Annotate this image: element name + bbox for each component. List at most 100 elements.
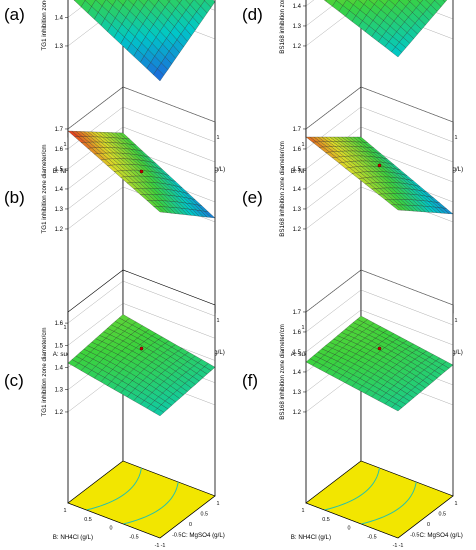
z-tick-label: 1.4 <box>55 15 64 21</box>
surface-cell <box>442 0 448 3</box>
z-tick-label: 1.2 <box>55 410 64 416</box>
z-tick-label: 1.4 <box>293 4 302 10</box>
z-axis-title: TG1 inhibition zone diameter/cm <box>41 144 48 233</box>
panel-label: (c) <box>4 371 24 390</box>
panel-c: 1.2 1.3 1.4 1.5 1.6 TG1 inhibition zone diame… <box>4 269 225 549</box>
x-tick-label: 1 <box>455 135 458 141</box>
floor-contour-line <box>324 467 380 511</box>
z-tick-label: 1.7 <box>293 310 302 316</box>
surface-cell <box>391 46 403 58</box>
x-tick-label: 1 <box>217 135 220 141</box>
z-tick-label: 1.5 <box>55 167 64 173</box>
z-tick-label: 1.7 <box>55 127 64 133</box>
y-tick-label: 0.5 <box>84 517 92 523</box>
floor-edge-front-left <box>67 502 161 539</box>
surface-cell <box>391 403 403 412</box>
x-tick-label: 0 <box>189 522 192 528</box>
z-axis-title: BS168 inhibition zone diameter/cm <box>279 324 286 420</box>
z-tick-label: 1.4 <box>293 370 302 376</box>
surface-cell <box>153 206 165 213</box>
x-tick-label: 0 <box>427 522 430 528</box>
design-point-marker <box>139 346 144 351</box>
surface-cell <box>153 68 165 82</box>
floor-contour-line <box>361 481 417 525</box>
y-tick-label: -1 <box>155 543 160 549</box>
panel-label: (e) <box>242 188 263 207</box>
surface-cell <box>391 204 403 211</box>
z-tick-label: 1.2 <box>293 227 302 233</box>
x-tick-label: -1 <box>161 543 166 549</box>
y-tick-label: -1 <box>393 543 398 549</box>
panel-f: 1.2 1.3 1.4 1.5 1.6 1.7 BS168 inhibition zone … <box>242 269 463 549</box>
y-tick-label: 1 <box>64 325 67 331</box>
z-tick-label: 1.6 <box>55 147 64 153</box>
z-tick-label: 1.3 <box>293 24 302 30</box>
z-tick-label: 1.7 <box>293 127 302 133</box>
surface-cell <box>153 408 165 417</box>
x-tick-label: -1 <box>399 543 404 549</box>
x-tick-label: -0.5 <box>172 533 181 539</box>
z-tick-label: 1.3 <box>55 44 64 50</box>
x-axis-title: C: MgSO4 (g/L) <box>182 532 225 539</box>
floor-edge-front-left <box>305 502 399 539</box>
x-tick-label: 0.5 <box>439 512 447 518</box>
y-tick-label: 0 <box>348 526 351 532</box>
y-tick-label: 1 <box>302 325 305 331</box>
z-axis-title: TG1 inhibition zone diameter/cm <box>41 0 48 51</box>
z-tick-label: 1.5 <box>293 350 302 356</box>
z-tick-label: 1.3 <box>293 390 302 396</box>
panel-a: 1.3 1.4 1.5 1.6 TG1 inhibition zone diameter… <box>4 0 225 183</box>
z-tick-label: 1.6 <box>293 147 302 153</box>
panel-label: (a) <box>4 5 25 24</box>
surface-cell <box>176 0 183 4</box>
y-tick-label: 0.5 <box>322 517 330 523</box>
z-tick-label: 1.3 <box>293 207 302 213</box>
z-tick-label: 1.4 <box>55 187 64 193</box>
surface-cell <box>407 0 412 2</box>
x-tick-label: 0.5 <box>201 512 209 518</box>
surface-cell <box>73 0 76 1</box>
floor-edge-front-right <box>397 495 454 539</box>
x-tick-label: 1 <box>455 501 458 507</box>
surface-cell <box>323 0 327 2</box>
design-point-marker <box>377 346 382 351</box>
surface-cell <box>167 0 171 2</box>
z-tick-label: 1.2 <box>293 410 302 416</box>
x-tick-label: 1 <box>217 318 220 324</box>
y-axis-title: B: NH4Cl (g/L) <box>291 534 331 541</box>
y-tick-label: -0.5 <box>367 534 376 540</box>
y-tick-label: 1 <box>302 508 305 514</box>
x-tick-label: 1 <box>455 318 458 324</box>
y-tick-label: 1 <box>64 508 67 514</box>
floor-contour-line <box>123 481 179 525</box>
y-tick-label: -0.5 <box>129 534 138 540</box>
z-tick-label: 1.5 <box>55 343 64 349</box>
x-axis-title: C: MgSO4 (g/L) <box>420 532 463 539</box>
z-axis-title: BS168 inhibition zone diameter/cm <box>279 141 286 237</box>
z-axis-title: TG1 inhibition zone diameter/cm <box>41 327 48 416</box>
floor-contour-line <box>86 467 142 511</box>
z-tick-label: 1.2 <box>55 227 64 233</box>
z-tick-label: 1.6 <box>293 330 302 336</box>
panel-label: (b) <box>4 188 25 207</box>
z-tick-label: 1.3 <box>55 207 64 213</box>
y-tick-label: 1 <box>64 142 67 148</box>
z-tick-label: 1.4 <box>55 366 64 372</box>
floor-edge-front-right <box>159 495 216 539</box>
z-tick-label: 1.3 <box>55 388 64 394</box>
z-tick-label: 1.4 <box>293 187 302 193</box>
y-axis-title: B: NH4Cl (g/L) <box>53 534 93 541</box>
y-tick-label: 1 <box>302 142 305 148</box>
z-axis-title: BS168 inhibition zone diameter/cm <box>279 0 286 54</box>
design-point-marker <box>139 169 144 174</box>
panel-label: (f) <box>242 371 258 390</box>
z-tick-label: 1.5 <box>293 167 302 173</box>
panel-label: (d) <box>242 5 263 24</box>
y-tick-label: 0 <box>110 526 113 532</box>
z-tick-label: 1.2 <box>293 44 302 50</box>
design-point-marker <box>377 163 382 168</box>
x-tick-label: 1 <box>217 501 220 507</box>
x-tick-label: -0.5 <box>410 533 419 539</box>
